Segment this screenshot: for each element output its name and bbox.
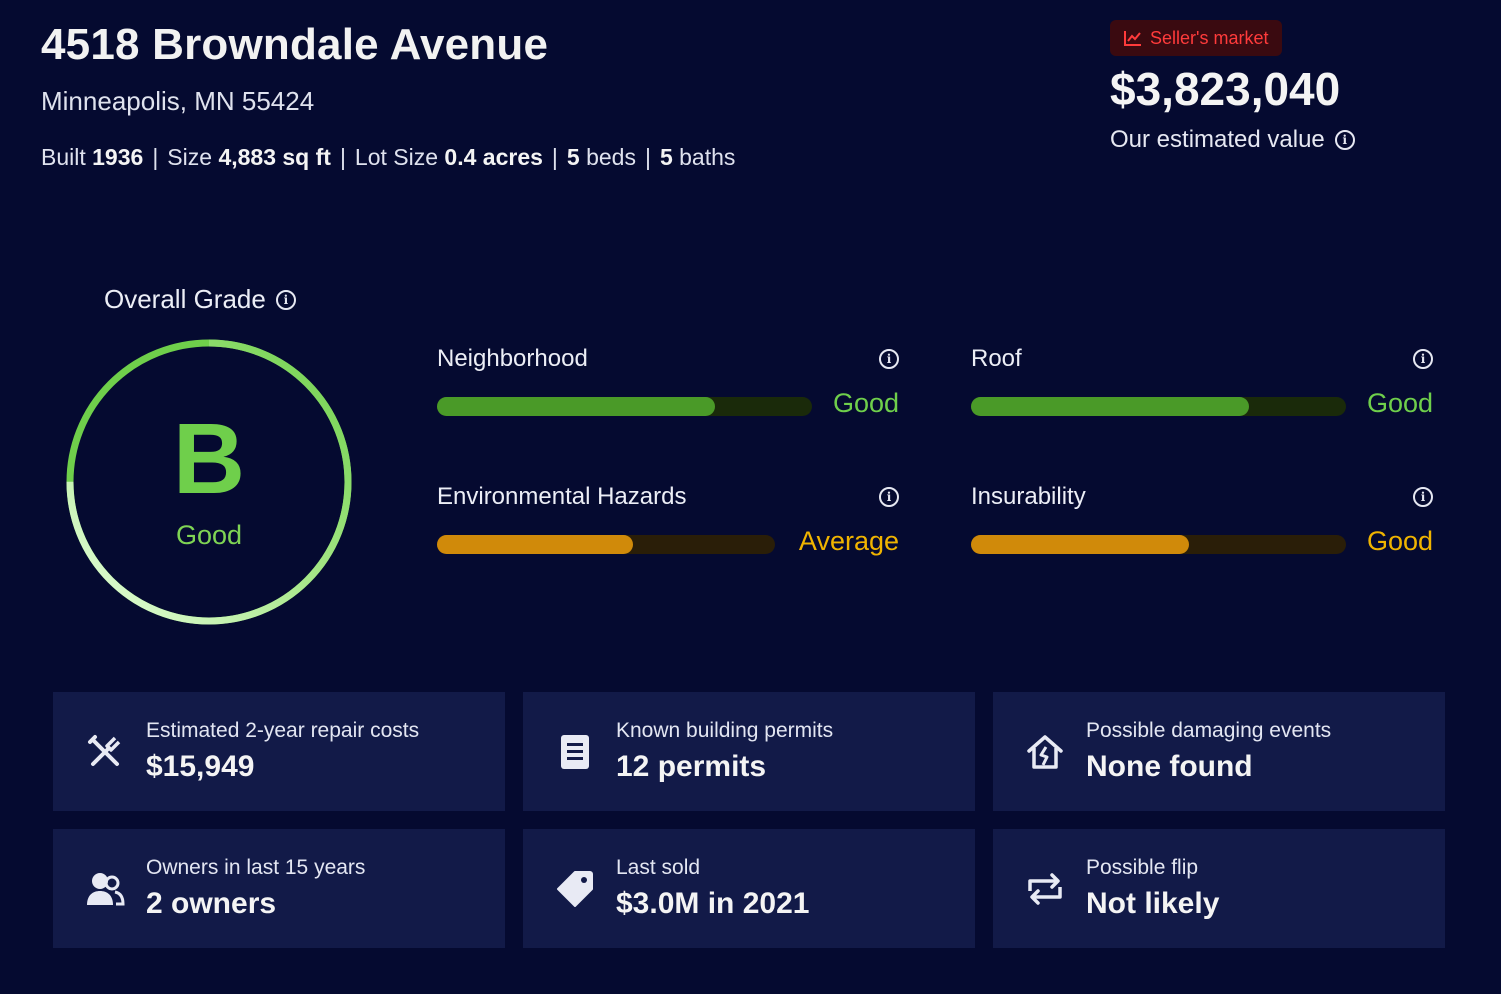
estimated-value-label: Our estimated value xyxy=(1110,126,1325,153)
overall-grade-label: Overall Grade xyxy=(104,284,266,314)
grade-letter: B xyxy=(172,403,246,515)
card-label: Owners in last 15 years xyxy=(146,856,366,879)
card-label: Possible damaging events xyxy=(1086,719,1332,742)
metric-name: Neighborhood xyxy=(437,345,588,372)
card-value: None found xyxy=(1086,750,1253,783)
card-owners[interactable]: Owners in last 15 years 2 owners xyxy=(53,829,505,948)
grade-ring-progress xyxy=(66,339,352,625)
card-value: $3.0M in 2021 xyxy=(616,887,810,920)
grade-ring xyxy=(66,339,352,625)
separator: | xyxy=(339,144,346,170)
card-value: $15,949 xyxy=(146,750,255,783)
info-icon[interactable]: i xyxy=(275,289,296,310)
baths-value: 5 xyxy=(659,144,673,170)
card-possible-flip[interactable]: Possible flip Not likely xyxy=(993,829,1445,948)
metric-name: Insurability xyxy=(971,483,1086,510)
market-badge-label: Seller's market xyxy=(1150,27,1269,48)
info-icon[interactable]: i xyxy=(1334,130,1355,150)
built-label: Built xyxy=(41,144,86,170)
document-icon xyxy=(561,735,589,769)
metric-bar-track xyxy=(971,535,1346,554)
card-value: 2 owners xyxy=(146,887,277,920)
card-repair-costs[interactable]: Estimated 2-year repair costs $15,949 xyxy=(53,692,505,811)
metric-bar-track xyxy=(971,397,1346,416)
metric-value: Good xyxy=(832,388,899,418)
card-last-sold[interactable]: Last sold $3.0M in 2021 xyxy=(523,829,975,948)
info-icon[interactable]: i xyxy=(879,487,899,507)
metric-bar-fill xyxy=(437,535,634,554)
metric-name: Environmental Hazards xyxy=(437,483,687,510)
size-label: Size xyxy=(167,144,213,170)
house-damage-icon xyxy=(1027,735,1063,769)
card-value: 12 permits xyxy=(616,750,767,783)
card-building-permits[interactable]: Known building permits 12 permits xyxy=(523,692,975,811)
card-label: Estimated 2-year repair costs xyxy=(146,719,420,742)
metric-value: Average xyxy=(798,526,899,556)
repeat-icon xyxy=(1028,873,1062,905)
beds-label: beds xyxy=(586,144,636,170)
grade-word: Good xyxy=(175,520,243,550)
estimated-price: $3,823,040 xyxy=(1110,63,1341,115)
card-value: Not likely xyxy=(1086,887,1220,920)
metric-value: Good xyxy=(1366,526,1433,556)
overall-grade-header: Overall Grade i xyxy=(104,284,296,315)
card-damaging-events[interactable]: Possible damaging events None found xyxy=(993,692,1445,811)
lot-value: 0.4 acres xyxy=(444,144,543,170)
metric-bar-fill xyxy=(437,397,715,416)
built-value: 1936 xyxy=(92,144,144,170)
card-label: Possible flip xyxy=(1086,856,1199,879)
info-icon[interactable]: i xyxy=(1413,349,1433,369)
card-label: Known building permits xyxy=(616,719,834,742)
metric-bar-track xyxy=(437,397,812,416)
separator: | xyxy=(152,144,159,170)
metric-value: Good xyxy=(1366,388,1433,418)
city-state-zip: Minneapolis, MN 55424 xyxy=(41,86,315,116)
estimated-value-row: Our estimated value i xyxy=(1110,126,1355,154)
beds-value: 5 xyxy=(566,144,580,170)
tools-icon xyxy=(88,735,121,766)
price-tag-icon xyxy=(557,871,593,907)
separator: | xyxy=(644,144,651,170)
separator: | xyxy=(551,144,558,170)
street-address: 4518 Browndale Avenue xyxy=(41,20,549,69)
property-facts: Built 1936 | Size 4,883 sq ft | Lot Size 0.4… xyxy=(41,144,735,171)
info-icon[interactable]: i xyxy=(1413,487,1433,507)
users-icon xyxy=(87,873,125,906)
metric-bar-fill xyxy=(971,535,1189,554)
info-icon[interactable]: i xyxy=(879,349,899,369)
card-label: Last sold xyxy=(616,856,701,879)
metric-bar-fill xyxy=(971,397,1249,416)
metric-bar-track xyxy=(437,535,775,554)
baths-label: baths xyxy=(679,144,736,170)
sellers-market-badge: Seller's market xyxy=(1110,20,1283,56)
metric-name: Roof xyxy=(971,345,1022,372)
trend-chart-icon xyxy=(1124,31,1141,46)
size-value: 4,883 sq ft xyxy=(218,144,331,170)
lot-label: Lot Size xyxy=(354,144,439,170)
